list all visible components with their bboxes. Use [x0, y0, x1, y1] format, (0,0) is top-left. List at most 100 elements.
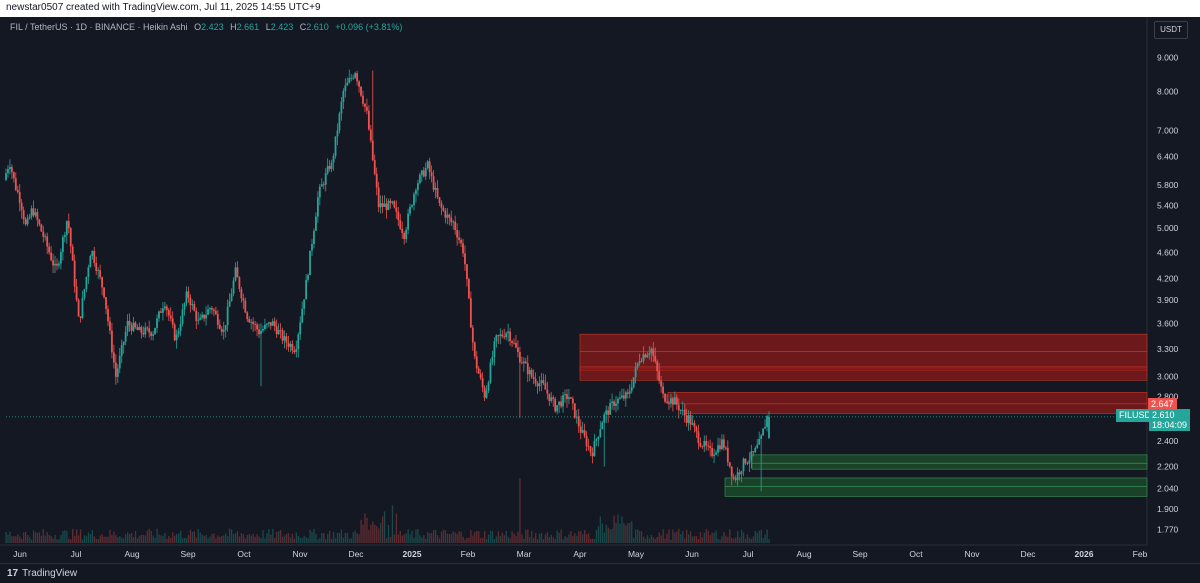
candle-body: [483, 387, 486, 398]
candle-body: [234, 267, 237, 281]
volume-bar: [327, 533, 329, 543]
candle-body: [152, 334, 155, 336]
candle-body: [373, 160, 376, 174]
candle-body: [264, 324, 266, 329]
candle-body: [338, 113, 341, 131]
candle-body: [393, 201, 396, 208]
candle-body: [89, 256, 92, 268]
candle-body: [295, 349, 298, 353]
volume-bar: [38, 532, 41, 543]
watermark-bar: newstar0507 created with TradingView.com…: [0, 0, 1200, 17]
volume-bar: [638, 530, 641, 543]
candle-body: [277, 330, 280, 335]
volume-bar: [397, 534, 399, 543]
time-tick-label: Mar: [517, 549, 532, 559]
candle-body: [711, 447, 714, 456]
volume-bar: [60, 534, 62, 543]
volume-bar: [693, 535, 696, 543]
volume-bar: [750, 538, 753, 543]
close-label: C: [299, 22, 307, 32]
volume-bar: [687, 534, 690, 543]
candle-body: [624, 392, 627, 399]
volume-bar: [307, 538, 309, 543]
volume-bar: [682, 531, 684, 543]
volume-bar: [276, 532, 278, 543]
candle-body: [107, 308, 109, 322]
volume-bar: [570, 531, 572, 543]
candle-body: [764, 427, 766, 429]
volume-bar: [183, 537, 186, 543]
volume-bar: [344, 533, 347, 543]
candle-body: [128, 320, 131, 326]
volume-bar: [7, 534, 9, 543]
candle-body: [430, 172, 433, 177]
candle-body: [746, 463, 749, 465]
candle-body: [432, 176, 435, 190]
time-tick-label: Apr: [573, 549, 586, 559]
volume-bar: [244, 538, 246, 543]
volume-bar: [654, 538, 656, 543]
candle-body: [214, 311, 217, 315]
candle-body: [736, 472, 739, 480]
candle-body: [140, 327, 143, 333]
volume-bar: [221, 535, 223, 543]
chart-area[interactable]: 9.000 8.000 7.000 6.400 5.800 5.400 5.000 4.600…: [0, 17, 1200, 563]
candle-body: [250, 321, 253, 323]
volume-bar: [609, 529, 611, 543]
volume-bar: [697, 539, 700, 543]
candle-body: [450, 217, 453, 223]
candle-body: [518, 352, 521, 363]
volume-bar: [487, 534, 490, 543]
candle-body: [591, 452, 594, 457]
supply-zone: [579, 366, 1148, 381]
candle-body: [220, 328, 223, 332]
candle-body: [568, 397, 570, 399]
volume-bar: [197, 528, 199, 543]
volume-bar: [236, 531, 239, 543]
volume-bar: [733, 538, 735, 543]
volume-bar: [321, 533, 323, 543]
volume-bar: [727, 536, 729, 543]
candle-body: [448, 214, 451, 218]
volume-bar: [368, 530, 370, 543]
candle-body: [185, 291, 188, 304]
volume-bar: [686, 529, 688, 543]
currency-unit-button[interactable]: USDT: [1154, 21, 1188, 39]
volume-bar: [201, 534, 203, 543]
volume-bar: [507, 536, 509, 543]
volume-bar: [250, 535, 252, 543]
candle-body: [721, 439, 723, 450]
volume-bar: [191, 531, 194, 543]
volume-bar: [289, 537, 292, 543]
candle-body: [628, 391, 631, 394]
candle-body: [20, 202, 23, 211]
volume-bar: [291, 533, 294, 543]
candle-body: [540, 380, 543, 384]
volume-bar: [499, 535, 501, 543]
candle-body: [232, 280, 235, 294]
candle-body: [689, 414, 692, 425]
candle-body: [87, 267, 90, 277]
candle-body: [528, 370, 531, 375]
price-chart[interactable]: 9.000 8.000 7.000 6.400 5.800 5.400 5.000 4.600…: [0, 17, 1200, 563]
volume-bar: [217, 535, 219, 543]
volume-bar: [99, 535, 101, 543]
volume-bar: [354, 530, 356, 543]
volume-bar: [30, 539, 33, 543]
candle-body: [646, 354, 649, 358]
price-axis-panel: [1147, 17, 1200, 563]
time-tick-label: Oct: [909, 549, 923, 559]
candle-body: [132, 322, 135, 331]
price-tick-label: 5.000: [1157, 223, 1179, 233]
candle-body: [65, 221, 68, 236]
volume-bar: [299, 537, 301, 543]
candle-body: [67, 221, 70, 229]
volume-bar: [738, 537, 741, 543]
volume-bar: [740, 529, 743, 543]
volume-bar: [613, 515, 615, 543]
volume-bar: [493, 539, 496, 543]
candle-body: [418, 174, 421, 184]
tradingview-brand[interactable]: 17 TradingView: [7, 568, 77, 579]
candle-body: [311, 244, 313, 251]
candle-body: [75, 286, 78, 300]
